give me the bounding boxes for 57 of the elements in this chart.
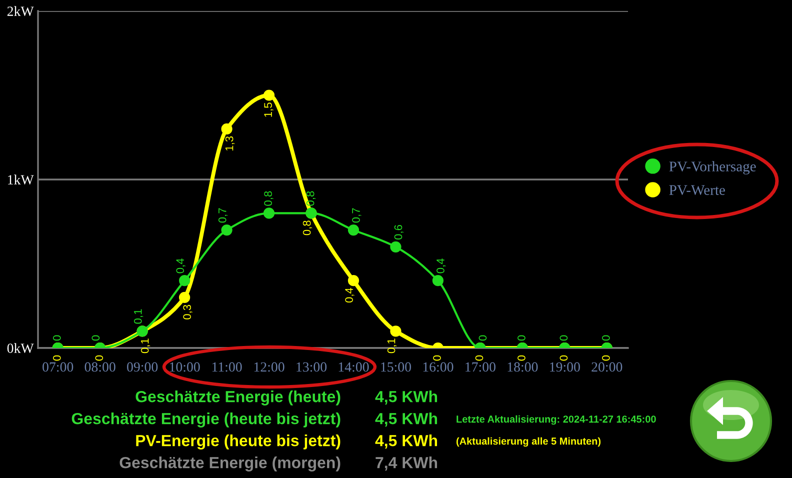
data-label: 0 <box>560 335 568 341</box>
x-tick-label: 09:00 <box>127 362 158 372</box>
data-label: 1,5 <box>264 102 274 117</box>
x-tick-label: 19:00 <box>550 362 580 372</box>
data-label: 0 <box>52 355 61 361</box>
data-label: 0,1 <box>134 309 144 324</box>
data-label: 0,7 <box>218 208 228 223</box>
data-label: 0,4 <box>176 258 186 274</box>
data-label: 0 <box>602 355 610 361</box>
data-label: 0 <box>518 335 526 341</box>
data-label: 0,1 <box>140 338 150 354</box>
data-label: 0,4 <box>345 288 354 303</box>
x-tick-label: 08:00 <box>84 362 116 372</box>
data-label: 0 <box>475 355 484 361</box>
data-label: 1,3 <box>225 136 235 150</box>
x-tick-label: 12:00 <box>254 362 284 372</box>
text: PV-Energie (heute bis jetzt) <box>136 434 340 450</box>
data-label: 0,1 <box>387 338 397 354</box>
data-label: 0 <box>478 335 487 341</box>
data-label: 0,8 <box>302 220 312 236</box>
text: 4,5 KWh <box>375 412 438 427</box>
data-label: 0,3 <box>183 304 192 320</box>
x-tick-label: 10:00 <box>170 362 200 372</box>
data-label: 0 <box>433 355 441 361</box>
x-tick-label: 17:00 <box>466 362 496 372</box>
x-tick-label: 18:00 <box>508 362 538 372</box>
text: Geschätzte Energie (morgen) <box>120 456 340 472</box>
text: 4,5 KWh <box>375 390 438 405</box>
data-label: 0,7 <box>352 208 362 223</box>
text: 7,4 KWh <box>376 456 438 471</box>
data-label: 0,8 <box>306 191 316 206</box>
x-tick-label: 20:00 <box>592 362 622 372</box>
data-label: 0,4 <box>436 258 446 274</box>
text: (Aktualisierung alle 5 Minuten) <box>456 437 601 447</box>
data-label: 0,6 <box>394 225 404 240</box>
x-tick-label: 16:00 <box>423 362 454 372</box>
y-tick-label: 1kW <box>8 174 34 185</box>
text: Geschätzte Energie (heute) <box>136 390 340 406</box>
data-label: 0 <box>52 335 61 341</box>
legend-label: PV-Vorhersage <box>669 161 756 174</box>
legend-label: PV-Werte <box>669 185 725 196</box>
text: Letzte Aktualisierung: 2024-11-27 16:45:00 <box>456 415 656 425</box>
x-tick-label: 13:00 <box>296 362 327 372</box>
data-label: 0 <box>95 355 104 361</box>
x-tick-label: 14:00 <box>338 362 369 372</box>
data-label: 0 <box>602 335 610 341</box>
data-label: 0 <box>92 335 100 341</box>
y-tick-label: 0kW <box>7 343 34 354</box>
data-label: 0,8 <box>264 191 274 206</box>
x-tick-label: 07:00 <box>42 362 74 372</box>
data-label: 0 <box>560 355 568 361</box>
x-tick-label: 15:00 <box>381 362 412 372</box>
x-tick-label: 11:00 <box>212 362 242 372</box>
y-tick-label: 2kW <box>7 6 34 16</box>
data-label: 0 <box>518 355 526 361</box>
text: Geschätzte Energie (heute bis jetzt) <box>72 412 340 428</box>
text: 4,5 KWh <box>375 434 438 449</box>
